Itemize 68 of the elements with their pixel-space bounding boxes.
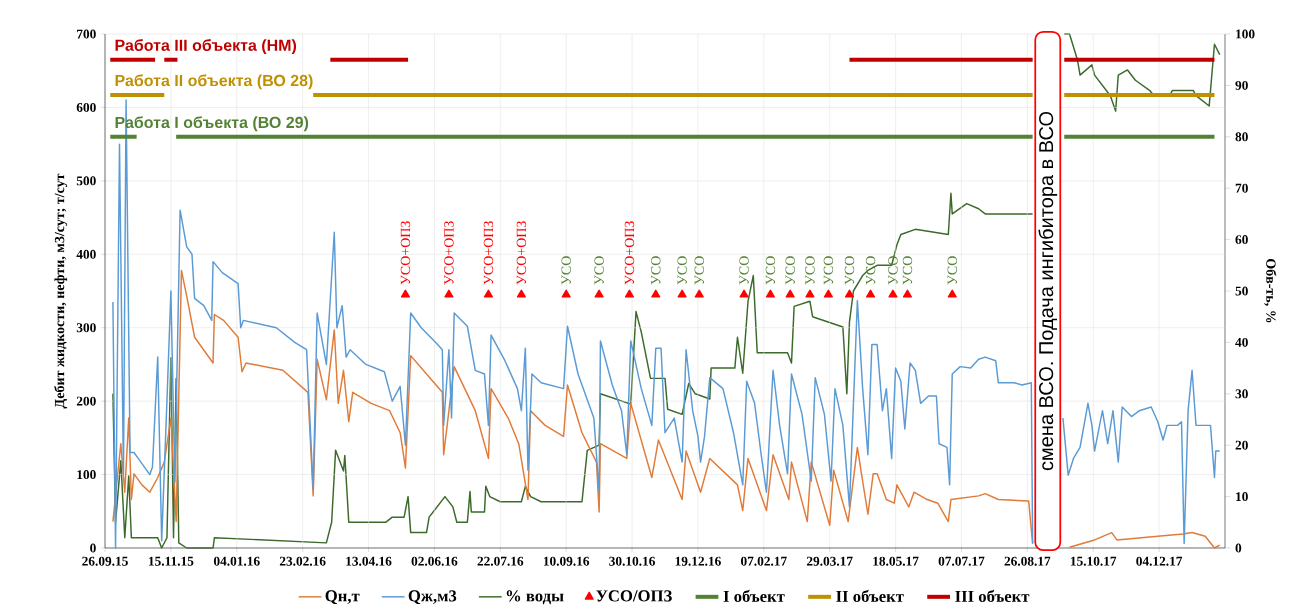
data-label: УСО — [561, 256, 571, 285]
x-tick-label: 10.09.16 — [543, 556, 590, 566]
x-tick-label: 15.10.17 — [1070, 556, 1117, 566]
x-tick-label: 22.07.16 — [477, 556, 524, 566]
y2-tick-label: 90 — [1235, 80, 1248, 90]
legend-label: % воды — [506, 590, 564, 605]
x-tick-label: 30.10.16 — [609, 556, 655, 566]
legend-label: Qж,м3 — [408, 590, 457, 605]
y2-tick-label: 100 — [1236, 29, 1255, 39]
x-tick-label: 23.02.16 — [279, 556, 326, 566]
annotation: Работа II объекта (ВО 28) — [115, 74, 313, 90]
x-tick-label: 19.12.16 — [675, 556, 721, 566]
y2-tick-label: 70 — [1235, 183, 1248, 193]
x-tick-label: 26.08.17 — [1004, 556, 1051, 566]
data-label: УСО — [805, 256, 815, 285]
y2-tick-label: 20 — [1235, 440, 1248, 450]
x-tick-label: 04.12.17 — [1136, 556, 1183, 566]
y-axis-title: Дебит жидкости, нефти, м3/сут; т/сут — [54, 173, 68, 409]
y2-axis-title: Обв-ть, % — [1264, 258, 1277, 323]
x-tick-label: 07.07.17 — [938, 556, 985, 566]
x-tick-label: 15.11.15 — [148, 556, 194, 566]
x-tick-label: 07.02.17 — [740, 556, 787, 566]
data-label: УСО+ОПЗ — [400, 221, 411, 285]
annotation: Работа III объекта (НМ) — [115, 39, 297, 55]
band-label: смена ВСО. Подача ингибитора в ВСО — [1038, 111, 1058, 471]
data-label: УСО — [651, 256, 661, 285]
y2-tick-label: 40 — [1235, 337, 1248, 347]
data-label: УСО — [677, 256, 687, 285]
data-label: УСО — [739, 256, 749, 285]
data-label: УСО — [765, 256, 776, 285]
data-label: УСО — [947, 256, 957, 285]
x-tick-label: 18.05.17 — [873, 556, 919, 566]
y-tick-label: 300 — [76, 323, 96, 333]
x-tick-label: 04.01.16 — [213, 556, 260, 566]
y2-tick-label: 0 — [1235, 543, 1242, 553]
legend-label: УСО/ОПЗ — [596, 590, 672, 602]
x-tick-label: 26.09.15 — [82, 556, 128, 566]
data-label: УСО+ОПЗ — [516, 221, 527, 285]
data-label: УСО — [888, 256, 898, 285]
y2-tick-label: 10 — [1236, 492, 1248, 502]
y2-tick-label: 80 — [1235, 132, 1248, 142]
data-label: УСО — [902, 256, 913, 285]
y2-tick-label: 30 — [1235, 389, 1248, 399]
x-tick-label: 29.03.17 — [806, 556, 853, 566]
data-label: УСО — [594, 256, 604, 285]
x-tick-label: 02.06.16 — [411, 556, 458, 566]
data-label: УСО+ОПЗ — [444, 221, 454, 285]
data-label: УСО+ОПЗ — [624, 221, 635, 285]
y2-tick-label: 50 — [1235, 286, 1248, 296]
y-tick-label: 100 — [77, 470, 96, 480]
y2-tick-label: 60 — [1235, 235, 1248, 245]
y-tick-label: 400 — [76, 249, 96, 259]
data-label: УСО — [865, 256, 876, 285]
data-label: УСО — [694, 256, 704, 285]
data-label: УСО — [823, 256, 834, 285]
legend-label: III объект — [955, 589, 1030, 602]
legend-label: Qн,т — [325, 590, 360, 605]
legend-label: II объект — [836, 589, 904, 602]
legend-label: I объект — [723, 589, 785, 602]
data-label: УСО — [785, 256, 795, 285]
y-tick-label: 500 — [76, 176, 96, 186]
y-tick-label: 0 — [90, 543, 96, 553]
y-tick-label: 200 — [76, 396, 96, 406]
y-tick-label: 700 — [77, 29, 96, 39]
data-label: УСО+ОПЗ — [483, 221, 494, 285]
data-label: УСО — [844, 256, 855, 285]
x-tick-label: 13.04.16 — [346, 556, 392, 566]
y-tick-label: 600 — [76, 102, 96, 112]
